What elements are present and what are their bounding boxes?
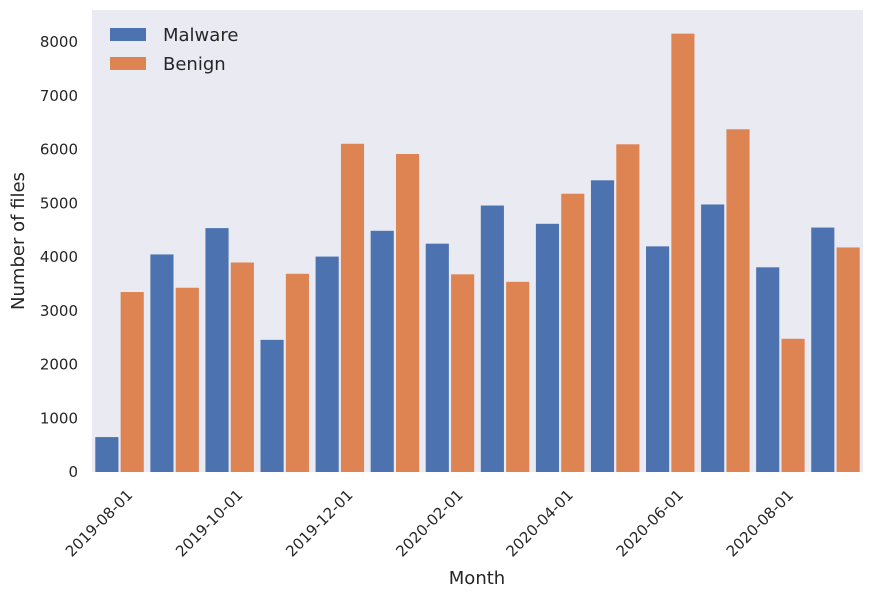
bar-benign-2020-05-01 [616, 144, 640, 473]
y-tick-label: 5000 [40, 194, 78, 212]
bar-malware-2020-02-01 [425, 243, 449, 472]
x-tick-label: 2019-10-01 [172, 486, 246, 560]
x-axis-ticks: 2019-08-01 2019-10-01 2019-12-01 2020-02-01… [62, 486, 797, 560]
bar-benign-2020-07-01 [726, 129, 750, 472]
x-tick-label: 2020-06-01 [613, 486, 687, 560]
bar-benign-2019-08-01 [120, 292, 144, 472]
x-tick-label: 2019-08-01 [62, 486, 136, 560]
bar-malware-2019-08-01 [95, 437, 119, 472]
bar-benign-2020-03-01 [506, 281, 530, 472]
y-tick-label: 3000 [40, 302, 78, 320]
bar-benign-2019-12-01 [340, 143, 365, 472]
bar-benign-2020-01-01 [395, 153, 420, 472]
bar-benign-2020-04-01 [561, 193, 585, 473]
x-tick-label: 2019-12-01 [282, 486, 356, 560]
legend: Malware Benign [100, 18, 252, 84]
y-tick-label: 6000 [40, 141, 78, 159]
bar-malware-2020-04-01 [535, 223, 560, 472]
bar-benign-2019-09-01 [175, 287, 199, 472]
bar-benign-2019-10-01 [230, 262, 254, 472]
legend-label-benign: Benign [163, 54, 226, 75]
bar-malware-2019-12-01 [315, 256, 339, 472]
x-tick-label: 2020-04-01 [502, 486, 576, 560]
bar-malware-2020-07-01 [701, 204, 725, 472]
bar-benign-2020-02-01 [451, 274, 475, 472]
y-tick-label: 2000 [40, 356, 78, 374]
bar-malware-2020-06-01 [646, 246, 670, 472]
bar-malware-2020-03-01 [480, 205, 504, 473]
legend-swatch-benign [110, 57, 146, 70]
y-axis-label: Number of files [8, 172, 29, 310]
legend-swatch-malware [110, 28, 146, 41]
x-tick-label: 2020-02-01 [392, 486, 466, 560]
y-tick-label: 7000 [40, 87, 78, 105]
y-axis-ticks: 0 1000 2000 3000 4000 5000 6000 7000 8000 [40, 33, 78, 481]
bar-malware-2019-09-01 [150, 254, 174, 472]
bar-malware-2020-01-01 [370, 230, 394, 472]
bar-benign-2020-06-01 [671, 33, 695, 472]
x-tick-label: 2020-08-01 [723, 486, 797, 560]
bar-malware-2020-09-01 [811, 227, 835, 472]
bar-malware-2020-08-01 [756, 267, 780, 472]
bar-malware-2020-05-01 [590, 180, 615, 473]
bar-malware-2019-11-01 [260, 339, 284, 472]
bar-benign-2019-11-01 [285, 273, 309, 472]
bar-benign-2020-08-01 [781, 338, 805, 472]
y-tick-label: 0 [68, 463, 78, 481]
bar-malware-2019-10-01 [205, 228, 229, 472]
x-axis-label: Month [449, 568, 505, 589]
bar-benign-2020-09-01 [836, 247, 860, 472]
y-tick-label: 1000 [40, 409, 78, 427]
y-tick-label: 8000 [40, 33, 78, 51]
bars-group [95, 33, 860, 473]
y-tick-label: 4000 [40, 248, 78, 266]
legend-label-malware: Malware [163, 25, 238, 46]
